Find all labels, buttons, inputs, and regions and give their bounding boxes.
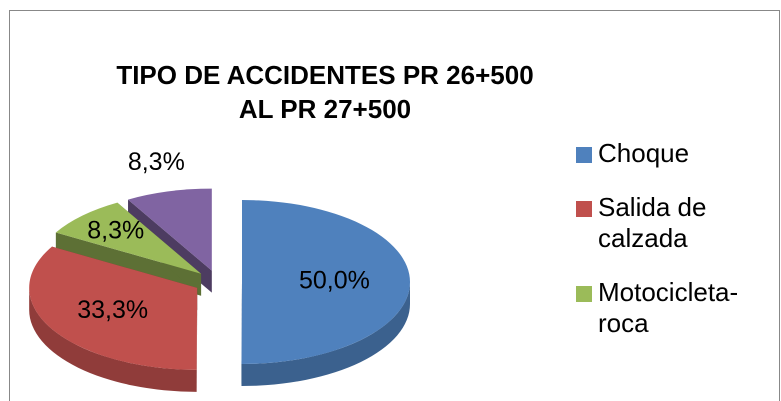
- data-label: 8,3%: [128, 148, 185, 176]
- data-label: 8,3%: [87, 216, 144, 244]
- chart-title: TIPO DE ACCIDENTES PR 26+500 AL PR 27+50…: [116, 60, 534, 124]
- slice: [55, 202, 202, 274]
- legend: Choque Salida de calzada Motocicleta-roca: [576, 138, 766, 362]
- slice-side: [241, 282, 410, 387]
- slice: [128, 188, 212, 271]
- slice-edge: [196, 287, 198, 392]
- legend-item: Motocicleta-roca: [576, 277, 758, 339]
- legend-label: Salida de calzada: [598, 192, 707, 253]
- legend-item: Salida de calzada: [576, 192, 758, 254]
- legend-item: Choque: [576, 138, 758, 169]
- slice: [29, 246, 198, 370]
- data-label: 50,0%: [299, 267, 370, 295]
- legend-swatch: [576, 201, 592, 217]
- legend-swatch: [576, 286, 592, 302]
- legend-swatch: [576, 147, 592, 163]
- slice: [241, 200, 411, 365]
- legend-label: Choque: [598, 138, 690, 168]
- data-label: 33,3%: [77, 296, 148, 324]
- legend-label: Motocicleta-roca: [598, 277, 739, 338]
- slice-side: [29, 287, 197, 392]
